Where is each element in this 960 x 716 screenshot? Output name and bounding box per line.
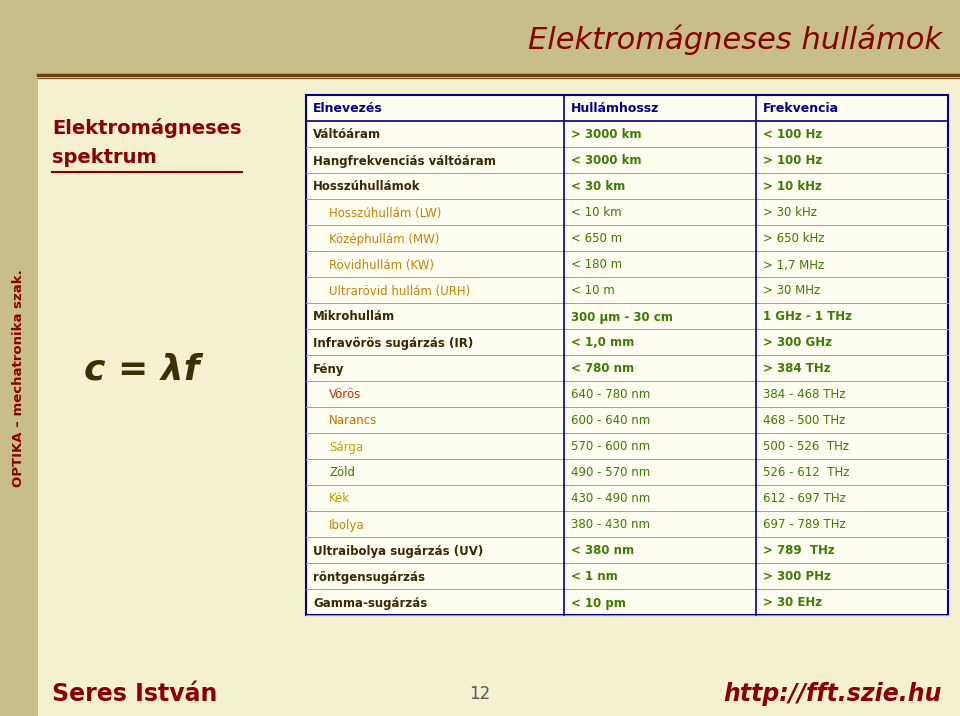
Text: Infravörös sugárzás (IR): Infravörös sugárzás (IR) — [313, 337, 473, 349]
Bar — [38, 0, 960, 75]
Text: < 10 pm: < 10 pm — [571, 596, 626, 609]
Text: > 100 Hz: > 100 Hz — [763, 155, 823, 168]
Text: 1 GHz - 1 THz: 1 GHz - 1 THz — [763, 311, 852, 324]
Text: < 650 m: < 650 m — [571, 233, 622, 246]
Text: Hullámhossz: Hullámhossz — [571, 102, 660, 115]
Text: Középhullám (MW): Középhullám (MW) — [329, 233, 440, 246]
Text: Mikrohullám: Mikrohullám — [313, 311, 396, 324]
Text: > 1,7 MHz: > 1,7 MHz — [763, 258, 825, 271]
Text: Narancs: Narancs — [329, 415, 377, 427]
Text: Zöld: Zöld — [329, 467, 355, 480]
Text: 12: 12 — [469, 685, 491, 703]
Text: Fény: Fény — [313, 362, 345, 375]
Text: < 3000 km: < 3000 km — [571, 155, 641, 168]
Text: 612 - 697 THz: 612 - 697 THz — [763, 493, 846, 505]
Text: > 789  THz: > 789 THz — [763, 544, 835, 558]
Text: http://fft.szie.hu: http://fft.szie.hu — [724, 682, 942, 706]
Text: > 10 kHz: > 10 kHz — [763, 180, 822, 193]
Text: c = λf: c = λf — [84, 353, 200, 387]
Text: < 380 nm: < 380 nm — [571, 544, 635, 558]
Bar — [306, 95, 948, 615]
Text: röntgensugárzás: röntgensugárzás — [313, 571, 425, 584]
Text: > 384 THz: > 384 THz — [763, 362, 830, 375]
Text: 640 - 780 nm: 640 - 780 nm — [571, 389, 650, 402]
Text: Ultrarövid hullám (URH): Ultrarövid hullám (URH) — [329, 284, 470, 298]
Text: Rövidhullám (KW): Rövidhullám (KW) — [329, 258, 434, 271]
Text: Vörös: Vörös — [329, 389, 361, 402]
Text: Ibolya: Ibolya — [329, 518, 365, 531]
Text: spektrum: spektrum — [52, 148, 156, 167]
Bar — [0, 0, 38, 716]
Text: > 30 MHz: > 30 MHz — [763, 284, 820, 298]
Text: Kék: Kék — [329, 493, 350, 505]
Text: 300 μm - 30 cm: 300 μm - 30 cm — [571, 311, 673, 324]
Text: 490 - 570 nm: 490 - 570 nm — [571, 467, 650, 480]
Text: Hosszúhullám (LW): Hosszúhullám (LW) — [329, 206, 442, 220]
Text: < 1,0 mm: < 1,0 mm — [571, 337, 635, 349]
Text: Sárga: Sárga — [329, 440, 363, 453]
Text: < 180 m: < 180 m — [571, 258, 622, 271]
Text: Hosszúhullámok: Hosszúhullámok — [313, 180, 420, 193]
Text: > 300 PHz: > 300 PHz — [763, 571, 830, 584]
Text: 384 - 468 THz: 384 - 468 THz — [763, 389, 846, 402]
Text: OPTIKA – mechatronika szak.: OPTIKA – mechatronika szak. — [12, 269, 26, 487]
Text: < 100 Hz: < 100 Hz — [763, 128, 823, 142]
Text: < 1 nm: < 1 nm — [571, 571, 617, 584]
Text: Váltóáram: Váltóáram — [313, 128, 381, 142]
Text: Seres István: Seres István — [52, 682, 217, 706]
Text: 697 - 789 THz: 697 - 789 THz — [763, 518, 846, 531]
Text: > 650 kHz: > 650 kHz — [763, 233, 825, 246]
Text: Elektromágneses hullámok: Elektromágneses hullámok — [528, 24, 942, 54]
Text: > 30 EHz: > 30 EHz — [763, 596, 822, 609]
Text: > 300 GHz: > 300 GHz — [763, 337, 832, 349]
Text: < 30 km: < 30 km — [571, 180, 625, 193]
Text: Frekvencia: Frekvencia — [763, 102, 839, 115]
Text: 526 - 612  THz: 526 - 612 THz — [763, 467, 850, 480]
Text: > 30 kHz: > 30 kHz — [763, 206, 817, 220]
Text: Ultraibolya sugárzás (UV): Ultraibolya sugárzás (UV) — [313, 544, 483, 558]
Text: Elektromágneses: Elektromágneses — [52, 118, 242, 138]
Text: Hangfrekvenciás váltóáram: Hangfrekvenciás váltóáram — [313, 155, 496, 168]
Text: 570 - 600 nm: 570 - 600 nm — [571, 440, 650, 453]
Text: < 10 km: < 10 km — [571, 206, 622, 220]
Text: < 10 m: < 10 m — [571, 284, 614, 298]
Text: Gamma-sugárzás: Gamma-sugárzás — [313, 596, 427, 609]
Text: 380 - 430 nm: 380 - 430 nm — [571, 518, 650, 531]
Text: > 3000 km: > 3000 km — [571, 128, 641, 142]
Text: 600 - 640 nm: 600 - 640 nm — [571, 415, 650, 427]
Text: 430 - 490 nm: 430 - 490 nm — [571, 493, 650, 505]
Text: < 780 nm: < 780 nm — [571, 362, 635, 375]
Text: 468 - 500 THz: 468 - 500 THz — [763, 415, 846, 427]
Text: Elnevezés: Elnevezés — [313, 102, 383, 115]
Text: 500 - 526  THz: 500 - 526 THz — [763, 440, 850, 453]
